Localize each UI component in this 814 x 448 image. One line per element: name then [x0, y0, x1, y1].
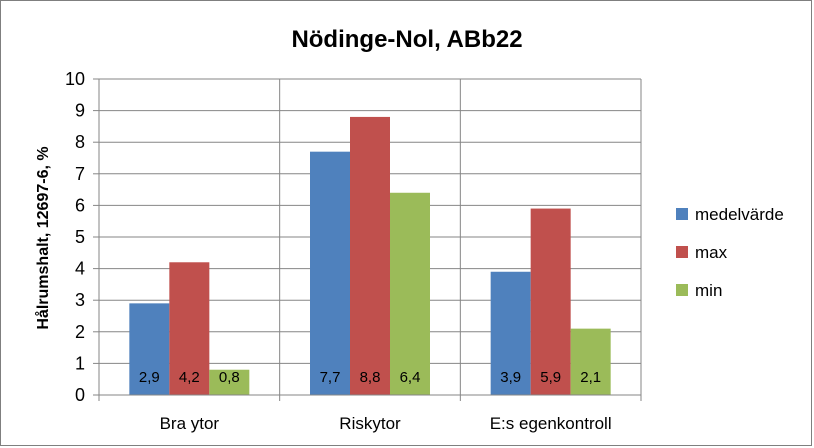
bar-min-1 [390, 192, 430, 395]
legend: medelvärde max min [676, 205, 784, 300]
y-tick-label: 9 [75, 101, 85, 121]
data-label: 5,9 [540, 369, 561, 386]
legend-swatch-max [676, 246, 688, 258]
data-label: 0,8 [219, 369, 240, 386]
bar-min-2 [570, 328, 611, 395]
y-tick-label: 10 [65, 69, 85, 89]
bar-max-1 [350, 116, 390, 396]
y-tick-label: 8 [75, 132, 85, 152]
data-label: 3,9 [500, 369, 521, 386]
bar-max-2 [530, 208, 571, 395]
axis-layer: 0 1 2 3 4 5 6 7 8 9 10 Bra ytor Riskytor E:s egenkont… [65, 69, 642, 433]
legend-swatch-medelvärde [676, 208, 688, 220]
x-category-label: E:s egenkontroll [490, 414, 612, 433]
y-tick-label: 6 [75, 195, 85, 215]
bar-medelvärde-0 [129, 303, 170, 395]
data-label: 2,9 [139, 369, 160, 386]
chart-title: Nödinge-Nol, ABb22 [291, 26, 522, 53]
y-tick-label: 7 [75, 164, 85, 184]
legend-label: max [695, 243, 728, 262]
y-tick-label: 3 [75, 290, 85, 310]
bars-layer: 2,9 7,7 3,9 4,2 8,8 5,9 0,8 6,4 2,1 [129, 116, 611, 396]
data-label: 4,2 [179, 369, 200, 386]
data-label: 7,7 [320, 369, 341, 386]
data-label: 8,8 [360, 369, 381, 386]
bar-medelvärde-1 [310, 151, 350, 395]
legend-label: min [695, 281, 722, 300]
y-tick-label: 0 [75, 385, 85, 405]
x-category-label: Riskytor [339, 414, 401, 433]
y-axis-label: Hålrumshalt, 12697-6, % [34, 146, 52, 329]
data-label: 2,1 [580, 369, 601, 386]
bar-min-0 [209, 369, 250, 395]
legend-label: medelvärde [695, 205, 784, 224]
y-tick-label: 5 [75, 227, 85, 247]
bar-max-0 [169, 262, 210, 395]
x-category-label: Bra ytor [160, 414, 220, 433]
y-tick-label: 2 [75, 322, 85, 342]
y-tick-label: 1 [75, 353, 85, 373]
y-tick-label: 4 [75, 259, 85, 279]
legend-swatch-min [676, 284, 688, 296]
bar-medelvärde-2 [490, 271, 531, 395]
data-label: 6,4 [400, 369, 421, 386]
